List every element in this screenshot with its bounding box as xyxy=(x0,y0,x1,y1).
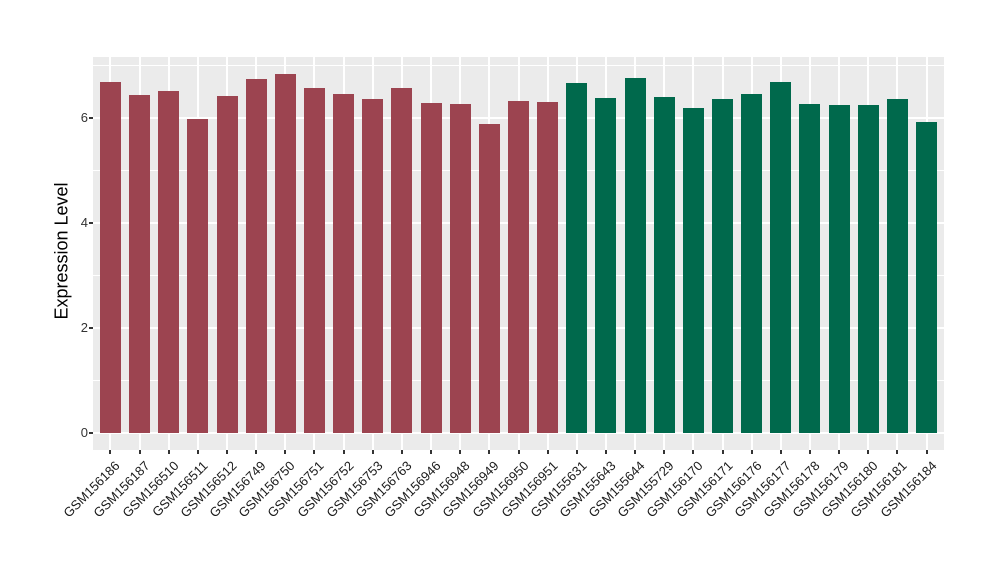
x-tick-mark xyxy=(604,450,607,454)
x-tick-mark xyxy=(167,450,170,454)
bar xyxy=(741,93,763,434)
bar xyxy=(857,104,879,434)
y-tick-label: 4 xyxy=(80,215,88,231)
bar xyxy=(537,102,559,434)
bar xyxy=(420,103,442,434)
bar xyxy=(362,99,384,434)
bar xyxy=(712,99,733,434)
y-tick-mark xyxy=(89,222,93,225)
x-tick-mark xyxy=(430,450,433,454)
x-tick-mark xyxy=(459,450,462,454)
y-tick-mark xyxy=(89,116,93,119)
bar xyxy=(216,96,238,434)
x-tick-mark xyxy=(226,450,229,454)
x-tick-mark xyxy=(313,450,316,454)
bar xyxy=(508,101,529,434)
x-tick-mark xyxy=(109,450,112,454)
bar xyxy=(187,118,209,434)
bar xyxy=(391,87,413,434)
x-tick-mark xyxy=(663,450,666,454)
y-tick-mark xyxy=(89,327,93,330)
bar xyxy=(333,93,355,434)
bar xyxy=(886,98,908,434)
x-tick-mark xyxy=(750,450,753,454)
bar xyxy=(624,78,646,434)
y-tick-label: 6 xyxy=(80,109,88,125)
x-tick-mark xyxy=(255,450,258,454)
bar xyxy=(770,82,792,434)
x-tick-mark xyxy=(400,450,403,454)
x-tick-mark xyxy=(342,450,345,454)
bar xyxy=(828,104,850,434)
plot-panel xyxy=(93,57,944,450)
x-tick-mark xyxy=(838,450,841,454)
bar xyxy=(595,97,617,434)
x-tick-mark xyxy=(138,450,141,454)
bar xyxy=(653,97,675,434)
bar xyxy=(99,81,121,434)
x-tick-mark xyxy=(867,450,870,454)
bar xyxy=(682,108,704,434)
bar xyxy=(449,104,471,434)
x-tick-mark xyxy=(896,450,899,454)
x-tick-mark xyxy=(721,450,724,454)
x-tick-mark xyxy=(517,450,520,454)
bar xyxy=(303,87,325,434)
y-tick-label: 2 xyxy=(80,320,88,336)
bar xyxy=(916,122,937,434)
x-tick-mark xyxy=(634,450,637,454)
x-tick-mark xyxy=(575,450,578,454)
x-tick-mark xyxy=(925,450,928,454)
x-tick-mark xyxy=(371,450,374,454)
bar xyxy=(274,74,296,434)
x-tick-mark xyxy=(692,450,695,454)
x-tick-mark xyxy=(284,450,287,454)
x-tick-mark xyxy=(196,450,199,454)
y-axis-title: Expression Level xyxy=(51,182,72,320)
bar xyxy=(245,79,267,434)
y-tick-label: 0 xyxy=(80,425,88,441)
bar xyxy=(129,94,151,434)
bar xyxy=(478,123,500,434)
bar xyxy=(799,104,821,434)
y-tick-mark xyxy=(89,432,93,435)
bar xyxy=(566,82,588,434)
x-tick-mark xyxy=(546,450,549,454)
x-tick-mark xyxy=(808,450,811,454)
bar xyxy=(158,91,180,434)
x-tick-mark xyxy=(488,450,491,454)
x-tick-mark xyxy=(779,450,782,454)
